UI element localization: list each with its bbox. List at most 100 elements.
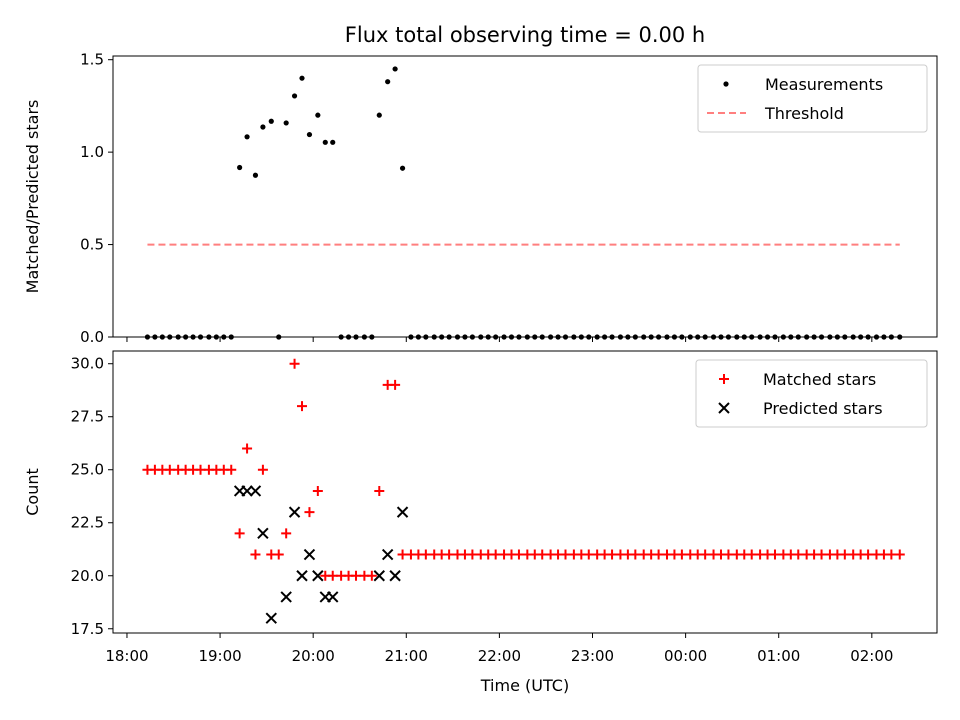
matched-star-point xyxy=(397,549,408,560)
matched-star-point xyxy=(164,464,175,475)
measurement-point xyxy=(376,112,382,118)
matched-star-point xyxy=(351,570,362,581)
matched-star-point xyxy=(281,528,292,539)
measurement-point xyxy=(369,334,375,340)
measurement-point xyxy=(818,334,825,340)
measurement-point xyxy=(228,334,234,340)
measurement-point xyxy=(415,334,421,340)
measurement-point xyxy=(679,334,685,340)
measurement-point xyxy=(291,93,298,99)
measurement-point xyxy=(144,334,151,340)
measurement-point xyxy=(656,334,662,340)
matched-star-point xyxy=(250,549,261,560)
matched-star-point xyxy=(793,549,804,560)
legend-label: Matched stars xyxy=(763,370,876,389)
predicted-star-point xyxy=(265,612,277,624)
y-tick-label: 30.0 xyxy=(71,355,104,373)
predicted-star-point xyxy=(249,485,262,497)
measurement-point xyxy=(385,79,391,85)
predicted-star-point xyxy=(389,570,401,582)
matched-star-point xyxy=(607,549,618,560)
axes-frame xyxy=(112,350,938,634)
predicted-star-point xyxy=(312,570,324,582)
matched-star-point xyxy=(894,549,905,560)
legend-swatch xyxy=(723,81,729,87)
y-axis-label: Count xyxy=(23,468,42,516)
matched-star-point xyxy=(374,485,385,496)
matched-star-point xyxy=(816,549,827,560)
measurement-point xyxy=(671,334,678,340)
measurement-point xyxy=(322,139,328,145)
x-tick-label: 19:00 xyxy=(198,647,241,665)
predicted-star-point xyxy=(303,548,316,561)
measurement-point xyxy=(516,334,522,340)
measurement-point xyxy=(213,334,219,340)
measurement-point xyxy=(625,334,631,340)
y-tick-label: 0.0 xyxy=(80,328,104,346)
measurement-point xyxy=(562,334,569,340)
matched-star-point xyxy=(863,549,874,560)
measurement-point xyxy=(897,334,903,340)
measurement-point xyxy=(408,334,414,340)
matched-star-point xyxy=(583,549,594,560)
legend-box xyxy=(697,64,928,133)
matched-star-point xyxy=(723,549,734,560)
matched-star-point xyxy=(700,549,711,560)
measurement-point xyxy=(702,334,708,340)
measurement-point xyxy=(664,334,670,340)
measurement-point xyxy=(399,165,406,171)
matched-star-point xyxy=(195,464,206,475)
measurement-point xyxy=(268,118,274,124)
predicted-star-point xyxy=(381,548,394,561)
predicted-star-point xyxy=(280,591,292,603)
measurement-point xyxy=(183,334,189,340)
measurement-point xyxy=(197,334,204,340)
measurement-point xyxy=(617,334,624,340)
x-tick-label: 20:00 xyxy=(292,647,335,665)
measurement-point xyxy=(632,334,638,340)
matched-star-point xyxy=(444,549,455,560)
y-tick-label: 20.0 xyxy=(71,567,104,585)
matched-star-point xyxy=(289,358,300,369)
measurement-point xyxy=(276,334,282,340)
measurement-point xyxy=(827,334,833,340)
measurement-point xyxy=(641,334,647,340)
matched-star-point xyxy=(297,401,308,412)
measurement-point xyxy=(159,334,165,340)
matched-star-point xyxy=(467,549,478,560)
measurement-point xyxy=(850,334,856,340)
measurement-point xyxy=(834,334,840,340)
measurement-point xyxy=(532,334,538,340)
measurement-point xyxy=(555,334,561,340)
y-tick-label: 22.5 xyxy=(71,514,104,532)
x-tick-label: 01:00 xyxy=(757,647,800,665)
measurement-point xyxy=(338,334,344,340)
measurement-point xyxy=(454,334,461,340)
y-axis-label: Matched/Predicted stars xyxy=(23,100,42,294)
y-tick-label: 1.5 xyxy=(80,51,104,69)
matched-star-point xyxy=(513,549,524,560)
matched-star-point xyxy=(490,549,501,560)
measurement-point xyxy=(190,334,196,340)
measurement-point xyxy=(571,334,577,340)
y-tick-label: 27.5 xyxy=(71,408,104,426)
measurement-point xyxy=(602,334,608,340)
measurement-point xyxy=(330,139,336,145)
measurement-point xyxy=(508,334,515,340)
measurement-point xyxy=(392,66,398,72)
measurement-point xyxy=(283,120,289,126)
measurement-point xyxy=(501,334,507,340)
matched-star-point xyxy=(746,549,757,560)
y-tick-label: 0.5 xyxy=(80,236,104,254)
measurement-point xyxy=(749,334,755,340)
predicted-star-point xyxy=(396,506,409,518)
matched-star-point xyxy=(886,549,897,560)
matched-star-point xyxy=(653,549,664,560)
matched-star-point xyxy=(560,549,571,560)
matched-star-point xyxy=(630,549,641,560)
legend-swatch xyxy=(718,402,730,414)
matched-star-point xyxy=(366,570,377,581)
measurement-point xyxy=(548,334,554,340)
measurement-point xyxy=(361,334,367,340)
matched-star-point xyxy=(234,528,245,539)
